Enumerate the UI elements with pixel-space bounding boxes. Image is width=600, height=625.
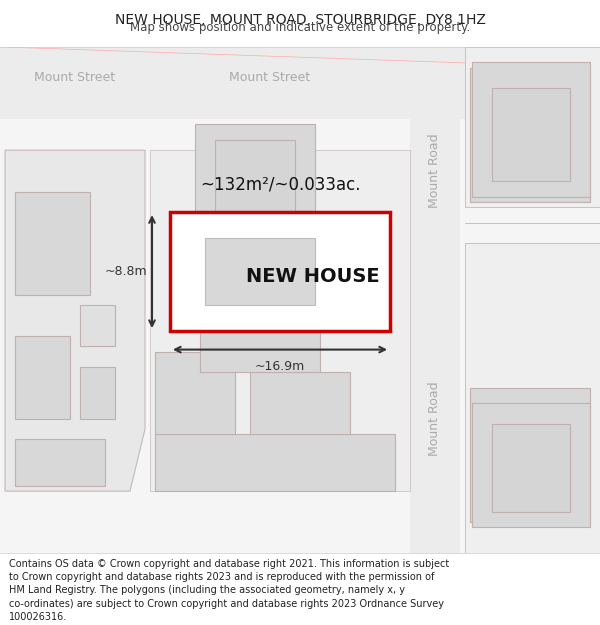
Polygon shape xyxy=(5,150,145,491)
Bar xyxy=(15,336,70,419)
Bar xyxy=(410,47,460,553)
Bar xyxy=(490,88,570,186)
Bar xyxy=(200,331,320,372)
Bar xyxy=(15,191,90,295)
Polygon shape xyxy=(150,150,410,491)
Bar xyxy=(15,439,105,486)
Text: Mount Road: Mount Road xyxy=(428,134,442,208)
Text: Mount Road: Mount Road xyxy=(428,381,442,456)
Bar xyxy=(155,352,235,434)
Bar xyxy=(472,62,590,197)
Text: HM Land Registry. The polygons (including the associated geometry, namely x, y: HM Land Registry. The polygons (includin… xyxy=(9,586,405,596)
Text: NEW HOUSE: NEW HOUSE xyxy=(247,268,380,286)
Bar xyxy=(250,372,350,434)
Bar xyxy=(472,403,590,528)
Bar xyxy=(492,424,570,512)
Text: ~8.8m: ~8.8m xyxy=(104,265,147,278)
Bar xyxy=(170,212,390,331)
Bar xyxy=(195,124,315,233)
Polygon shape xyxy=(465,47,600,207)
Bar xyxy=(470,68,590,202)
Bar xyxy=(80,367,115,419)
Bar xyxy=(0,47,600,119)
Bar xyxy=(205,238,315,305)
Bar xyxy=(155,434,395,491)
Bar xyxy=(470,388,590,522)
Text: 100026316.: 100026316. xyxy=(9,612,67,622)
Text: to Crown copyright and database rights 2023 and is reproduced with the permissio: to Crown copyright and database rights 2… xyxy=(9,572,434,582)
Text: Mount Street: Mount Street xyxy=(229,71,311,84)
Polygon shape xyxy=(465,243,600,553)
Text: ~16.9m: ~16.9m xyxy=(255,360,305,373)
Text: co-ordinates) are subject to Crown copyright and database rights 2023 Ordnance S: co-ordinates) are subject to Crown copyr… xyxy=(9,599,444,609)
Text: Contains OS data © Crown copyright and database right 2021. This information is : Contains OS data © Crown copyright and d… xyxy=(9,559,449,569)
Text: Map shows position and indicative extent of the property.: Map shows position and indicative extent… xyxy=(130,21,470,34)
Text: NEW HOUSE, MOUNT ROAD, STOURBRIDGE, DY8 1HZ: NEW HOUSE, MOUNT ROAD, STOURBRIDGE, DY8 … xyxy=(115,13,485,27)
Bar xyxy=(490,409,570,507)
Bar xyxy=(80,305,115,346)
Bar xyxy=(492,88,570,181)
Bar xyxy=(215,140,295,212)
Text: Mount Street: Mount Street xyxy=(34,71,116,84)
Text: ~132m²/~0.033ac.: ~132m²/~0.033ac. xyxy=(200,176,361,194)
